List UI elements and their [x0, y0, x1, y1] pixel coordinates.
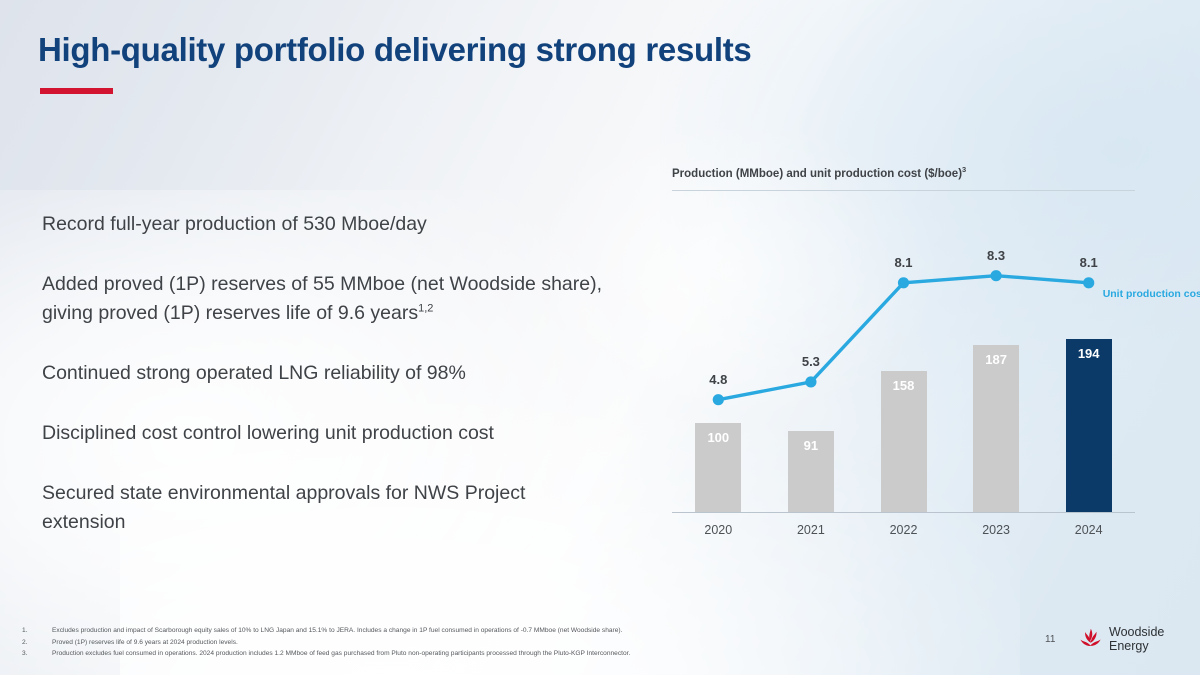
- bullet-item: Record full-year production of 530 Mboe/…: [42, 210, 602, 239]
- chart-bar-group: 194: [1065, 338, 1112, 512]
- production-cost-chart: Production (MMboe) and unit production c…: [672, 165, 1200, 568]
- chart-bar: 187: [973, 345, 1020, 512]
- woodside-energy-logo: Woodside Energy: [1077, 625, 1165, 653]
- logo-text: Woodside Energy: [1109, 625, 1165, 653]
- chart-plot-area: 100 2020 91 2021 158 2022 187 2023 194 2024 4.8 5.3…: [672, 198, 1200, 543]
- chart-bar-group: 187: [973, 345, 1020, 512]
- chart-legend-unit-production-cost: Unit production cost: [1102, 287, 1200, 300]
- footnote-text: Production excludes fuel consumed in ope…: [52, 650, 631, 658]
- chart-x-axis-line: [672, 512, 1135, 513]
- chart-title: Production (MMboe) and unit production c…: [672, 165, 967, 180]
- footnote-number: 3.: [22, 650, 28, 658]
- chart-x-tick-label: 2023: [982, 523, 1010, 537]
- footnote-list: 1. Excludes production and impact of Scar…: [22, 625, 922, 660]
- chart-line-marker: [1083, 277, 1095, 289]
- bullet-text: Continued strong operated LNG reliabilit…: [42, 362, 466, 384]
- chart-title-superscript: 3: [962, 165, 967, 175]
- chart-bar: 158: [880, 371, 927, 512]
- bullet-item: Secured state environmental approvals fo…: [42, 479, 602, 537]
- footnote-item: 1. Excludes production and impact of Scar…: [22, 625, 922, 637]
- footnote-item: 2. Proved (1P) reserves life of 9.6 years…: [22, 637, 922, 649]
- slide-title: High-quality portfolio delivering strong…: [38, 31, 752, 68]
- bullet-text: Secured state environmental approvals fo…: [42, 482, 526, 533]
- chart-title-text: Production (MMboe) and unit production c…: [672, 168, 963, 180]
- bullet-footnote-ref: 1,2: [418, 302, 434, 315]
- woodside-flame-icon: [1080, 628, 1101, 646]
- bullet-list: Record full-year production of 530 Mboe/…: [42, 210, 602, 537]
- chart-bar-value-label: 91: [803, 437, 819, 453]
- chart-bar-group: 91: [787, 430, 834, 512]
- chart-bar-value-label: 158: [892, 378, 915, 394]
- chart-line-value-label: 5.3: [801, 353, 820, 369]
- footnote-text: Excludes production and impact of Scarbo…: [52, 627, 623, 634]
- title-accent-rule: [40, 88, 113, 94]
- bullet-text: Disciplined cost control lowering unit p…: [42, 422, 494, 444]
- chart-line-marker: [712, 394, 724, 406]
- logo-line-1: Woodside: [1109, 625, 1165, 639]
- chart-bar: 194: [1065, 338, 1112, 512]
- chart-divider: [672, 190, 1135, 191]
- footnote-item: 3. Production excludes fuel consumed in o…: [22, 648, 922, 660]
- chart-bar-group: 158: [880, 371, 927, 512]
- footnote-text: Proved (1P) reserves life of 9.6 years a…: [52, 638, 238, 646]
- bullet-text: Record full-year production of 530 Mboe/…: [42, 213, 427, 235]
- bullet-item: Added proved (1P) reserves of 55 MMboe (…: [42, 270, 602, 328]
- chart-line-value-label: 8.3: [987, 247, 1006, 263]
- footnote-number: 2.: [22, 638, 28, 646]
- chart-x-tick-label: 2021: [796, 523, 825, 537]
- chart-line-marker: [897, 277, 910, 289]
- chart-line-value-label: 8.1: [1079, 254, 1098, 270]
- chart-line-marker: [990, 270, 1002, 282]
- chart-x-tick-label: 2024: [1074, 523, 1103, 537]
- chart-bar: 100: [695, 422, 742, 512]
- chart-bar-group: 100: [695, 422, 742, 512]
- chart-x-tick-label: 2022: [889, 523, 918, 537]
- chart-bar-value-label: 100: [707, 429, 730, 445]
- bullet-item: Disciplined cost control lowering unit p…: [42, 419, 602, 448]
- logo-line-2: Energy: [1109, 638, 1149, 653]
- chart-line-value-label: 4.8: [709, 371, 728, 387]
- bullet-item: Continued strong operated LNG reliabilit…: [42, 359, 602, 388]
- chart-bar-value-label: 194: [1077, 345, 1100, 361]
- bullet-text: Added proved (1P) reserves of 55 MMboe (…: [42, 273, 603, 324]
- chart-x-tick-label: 2020: [704, 523, 733, 537]
- page-number: 11: [1045, 634, 1056, 645]
- chart-line-value-label: 8.1: [894, 254, 913, 270]
- chart-bar-value-label: 187: [985, 352, 1007, 368]
- footnote-number: 1.: [22, 627, 28, 634]
- chart-line-marker: [805, 376, 817, 388]
- chart-bar: 91: [787, 430, 834, 512]
